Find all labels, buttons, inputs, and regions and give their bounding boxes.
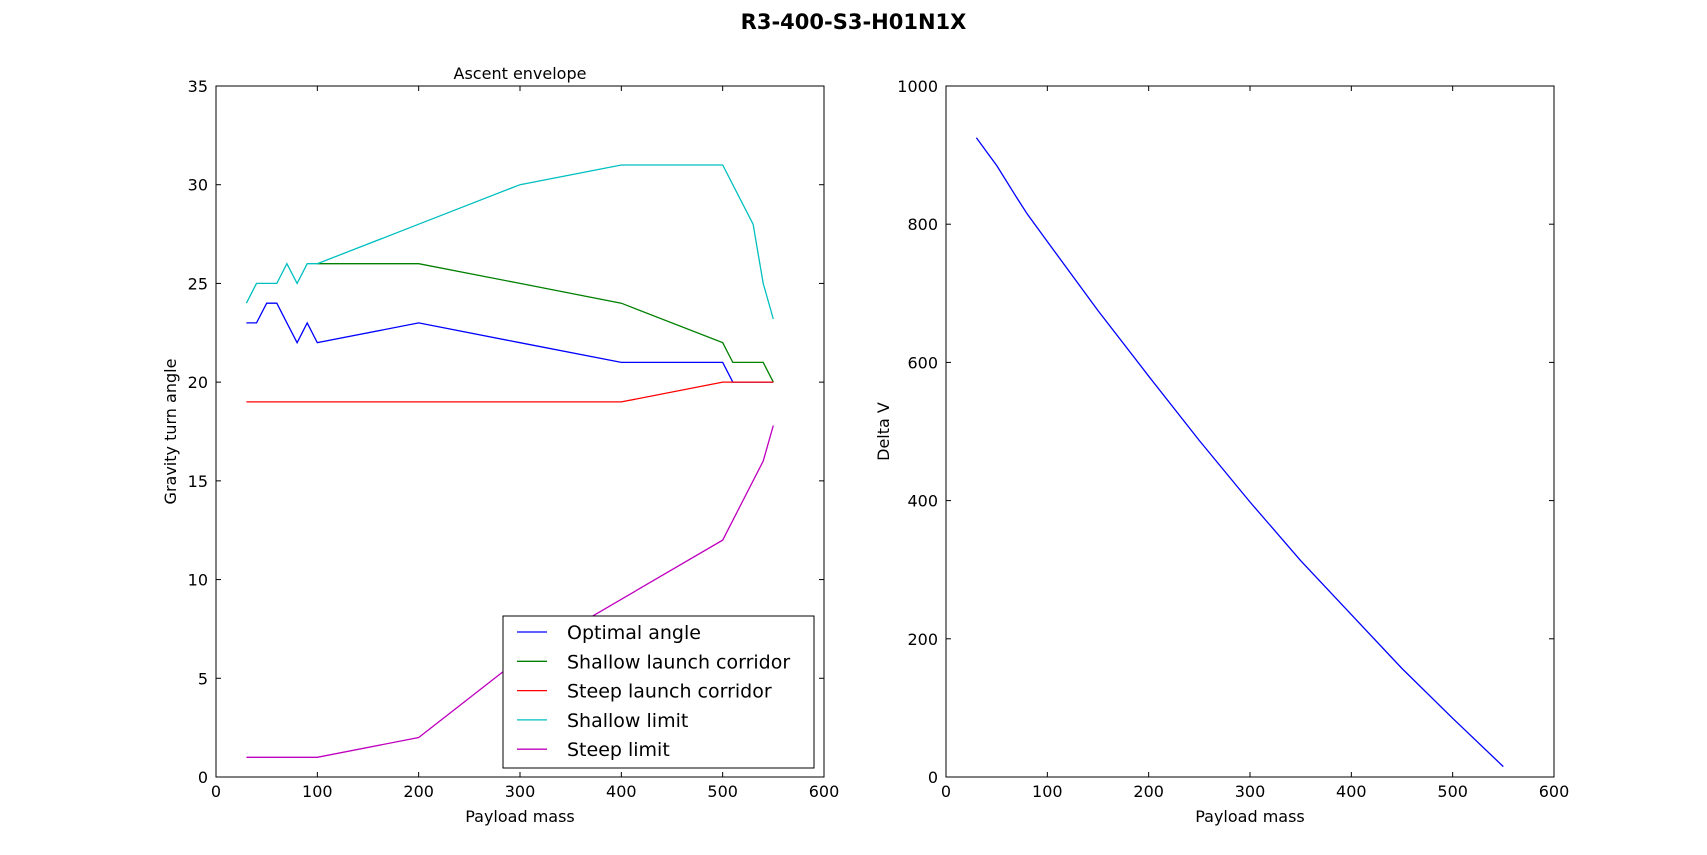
series-line-3 <box>246 381 774 403</box>
y-tick-label: 10 <box>188 571 208 590</box>
legend-entry-1: Optimal angle <box>567 622 701 644</box>
x-tick-label: 400 <box>606 782 637 801</box>
x-tick-label: 300 <box>505 782 536 801</box>
x-tick-label: 300 <box>1235 782 1266 801</box>
x-tick-label: 600 <box>809 782 840 801</box>
x-tick-label: 400 <box>1336 782 1367 801</box>
plot-frame <box>945 85 1555 778</box>
y-tick-label: 1000 <box>897 77 938 96</box>
y-tick-label: 400 <box>907 492 938 511</box>
x-tick-label: 500 <box>1437 782 1468 801</box>
legend-entry-4: Shallow limit <box>567 710 688 732</box>
chart-1: 0 100 200 300 400 500 600 0 5 10 15 20 25 30 35 Ascent … <box>161 64 839 826</box>
x-tick-label: 100 <box>302 782 333 801</box>
figure-title: R3-400-S3-H01N1X <box>740 10 967 34</box>
x-axis-label: Payload mass <box>465 807 575 826</box>
series-line-1 <box>975 137 1504 768</box>
y-axis-label: Delta V <box>874 402 893 461</box>
x-tick-label: 600 <box>1539 782 1570 801</box>
y-tick-label: 30 <box>188 176 208 195</box>
legend-box <box>502 615 815 769</box>
x-tick-label: 200 <box>1133 782 1164 801</box>
x-tick-label: 200 <box>403 782 434 801</box>
x-tick-label: 500 <box>707 782 738 801</box>
chart-2: 0 100 200 300 400 500 600 0 200 400 600 800 1000 Payl… <box>874 77 1569 826</box>
y-tick-label: 0 <box>198 768 208 787</box>
y-tick-label: 15 <box>188 472 208 491</box>
x-axis-label: Payload mass <box>1195 807 1305 826</box>
legend-entry-5: Steep limit <box>567 739 670 761</box>
y-tick-label: 5 <box>198 669 208 688</box>
x-tick-label: 0 <box>211 782 221 801</box>
series-line-1 <box>246 302 774 383</box>
y-tick-label: 200 <box>907 630 938 649</box>
y-axis-label: Gravity turn angle <box>161 359 180 505</box>
series-line-4 <box>245 164 774 320</box>
legend: Optimal angle Shallow launch corridor Stee… <box>502 615 815 769</box>
y-tick-label: 20 <box>188 373 208 392</box>
y-tick-label: 25 <box>188 274 208 293</box>
y-tick-label: 600 <box>907 353 938 372</box>
legend-entry-3: Steep launch corridor <box>567 681 772 703</box>
y-tick-label: 35 <box>188 77 208 96</box>
x-tick-label: 100 <box>1032 782 1063 801</box>
series-line-2 <box>317 263 774 383</box>
chart-title: Ascent envelope <box>454 64 587 83</box>
y-tick-label: 800 <box>907 215 938 234</box>
legend-entry-2: Shallow launch corridor <box>567 651 790 673</box>
x-tick-label: 0 <box>941 782 951 801</box>
y-tick-label: 0 <box>928 768 938 787</box>
